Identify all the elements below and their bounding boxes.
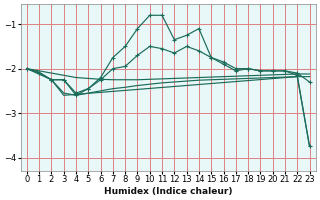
- X-axis label: Humidex (Indice chaleur): Humidex (Indice chaleur): [104, 187, 232, 196]
